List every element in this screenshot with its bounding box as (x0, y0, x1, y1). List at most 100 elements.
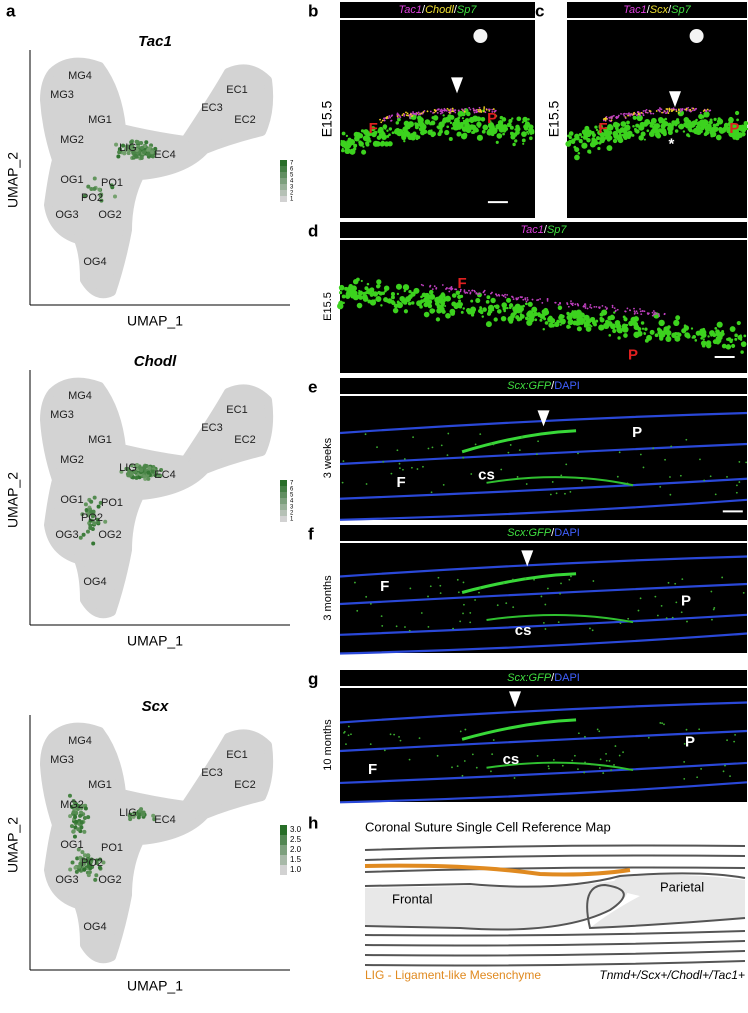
signal (615, 116, 617, 119)
signal (472, 115, 479, 122)
tissue-edge (339, 477, 748, 500)
cluster-label: MG4 (68, 390, 92, 402)
umap-cloud (40, 377, 274, 619)
signal (710, 334, 713, 337)
signal (636, 330, 643, 337)
signal (376, 446, 378, 449)
signal (454, 111, 457, 114)
signal (376, 135, 382, 140)
signal (675, 109, 678, 111)
signal (529, 132, 533, 136)
signal (660, 120, 665, 124)
signal (439, 592, 442, 595)
header-segment: Sp7 (547, 224, 567, 236)
signal (722, 770, 725, 773)
expression-dot (144, 140, 149, 145)
expression-dot (94, 860, 99, 865)
signal (567, 134, 570, 138)
signal (515, 297, 518, 300)
signal (430, 120, 436, 126)
signal (502, 308, 505, 311)
signal (639, 597, 642, 600)
signal (640, 321, 645, 325)
signal (633, 111, 636, 114)
cluster-label: OG3 (55, 209, 78, 221)
signal (712, 123, 717, 128)
expression-dot (96, 520, 101, 525)
signal (527, 132, 530, 135)
signal (698, 113, 704, 120)
header-segment: Scx (650, 4, 669, 16)
signal (656, 614, 659, 617)
signal (624, 310, 627, 313)
signal (637, 609, 640, 612)
signal (689, 110, 692, 113)
signal (587, 138, 591, 141)
header-segment: Scx:GFP (507, 527, 552, 539)
signal (613, 307, 616, 310)
signal (660, 605, 663, 607)
panel-label: c (535, 1, 544, 20)
signal (396, 302, 403, 309)
signal (610, 119, 613, 122)
cluster-label: OG2 (98, 874, 121, 886)
cluster-label: LIG (119, 462, 137, 474)
signal (683, 760, 686, 763)
signal (611, 115, 613, 118)
signal (446, 454, 449, 457)
signal (554, 301, 557, 304)
signal (654, 132, 661, 138)
expression-dot (137, 812, 142, 817)
signal (364, 291, 368, 295)
signal (557, 621, 560, 624)
signal (576, 303, 579, 305)
signal (365, 483, 368, 485)
signal (395, 625, 398, 628)
signal (429, 110, 432, 113)
signal (730, 338, 734, 342)
signal (685, 728, 688, 731)
signal (644, 109, 647, 112)
signal (629, 114, 631, 117)
signal (358, 140, 362, 144)
signal (463, 110, 466, 113)
signal (531, 298, 534, 301)
signal (652, 447, 655, 450)
signal (479, 306, 482, 309)
signal (522, 142, 525, 145)
signal (668, 110, 671, 112)
signal (436, 112, 439, 114)
signal (571, 310, 574, 313)
expression-dot (73, 865, 78, 870)
signal (432, 112, 434, 114)
signal (551, 481, 554, 483)
header-segment: Scx:GFP (507, 672, 552, 684)
signal (639, 114, 642, 117)
signal (446, 107, 449, 110)
cluster-label: OG4 (83, 921, 106, 933)
expression-dot (124, 466, 129, 471)
signal (695, 330, 701, 336)
signal (380, 615, 383, 618)
signal (639, 112, 642, 115)
signal (584, 307, 587, 309)
signal (633, 324, 640, 331)
signal (605, 116, 608, 118)
signal (617, 336, 621, 340)
signal (584, 761, 586, 764)
signal (496, 309, 502, 314)
signal (687, 134, 691, 138)
signal (546, 299, 549, 302)
cluster-label: EC2 (234, 114, 255, 126)
signal (708, 120, 713, 125)
cluster-label: OG4 (83, 256, 106, 268)
signal (506, 294, 509, 296)
cluster-label: EC3 (201, 422, 222, 434)
expression-dot (69, 824, 74, 829)
signal (618, 133, 622, 136)
signal (601, 309, 608, 316)
expression-dot (129, 140, 134, 145)
signal (571, 759, 574, 762)
signal (585, 319, 589, 323)
signal (431, 446, 434, 449)
